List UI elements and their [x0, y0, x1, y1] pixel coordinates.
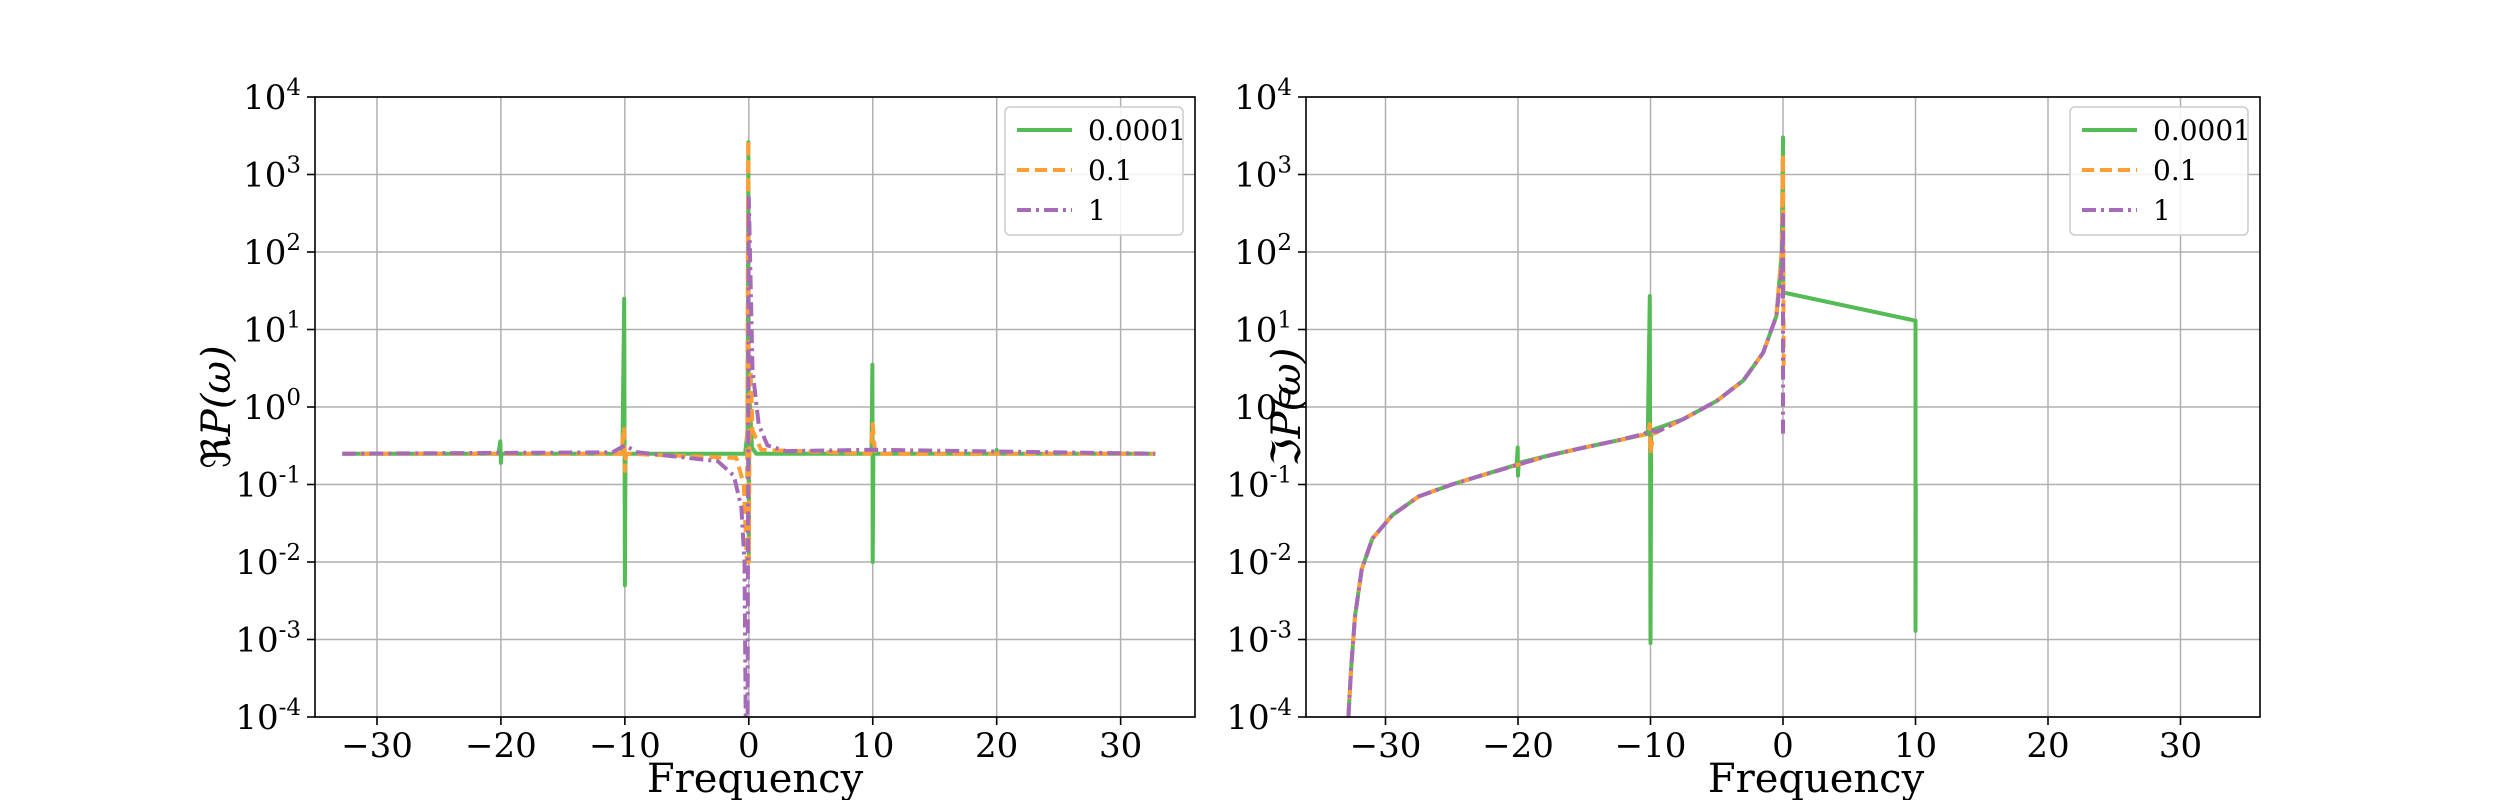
- left-y-axis-label: ℜP(ω): [194, 345, 240, 468]
- left-y-tick-label: 10-3: [235, 618, 301, 661]
- left-y-tick-label: 10-4: [235, 695, 301, 738]
- right-x-tick-label: 30: [2159, 726, 2202, 766]
- right-x-tick-label: 10: [1894, 726, 1937, 766]
- right-y-tick-label: 104: [1234, 75, 1292, 118]
- left-y-tick-label: 104: [243, 75, 301, 118]
- left-x-tick-label: 10: [851, 726, 894, 766]
- left-y-tick-label: 100: [243, 385, 301, 428]
- left-x-tick-label: 0: [738, 726, 760, 766]
- right-x-tick-label: −30: [1350, 726, 1422, 766]
- left-y-tick-label: 10-2: [235, 540, 301, 583]
- left-ticks: −30 −20 −10 0 10 20 3010-410-310-210-110010110…: [235, 75, 1142, 766]
- left-legend-label-2: 1: [1088, 194, 1106, 227]
- right-series-2-line: [1346, 213, 1785, 717]
- left-y-axis-label-text: P(ω): [194, 345, 240, 437]
- right-x-tick-label: 20: [2026, 726, 2069, 766]
- left-legend-label-0: 0.0001: [1088, 114, 1186, 147]
- left-legend: 0.0001 0.1 1: [1004, 106, 1186, 236]
- left-x-tick-label: −30: [341, 726, 413, 766]
- right-y-tick-label: 101: [1234, 308, 1292, 351]
- left-x-tick-label: −20: [465, 726, 537, 766]
- right-x-axis-label: Frequency: [1708, 756, 1925, 800]
- right-plot-area: [1346, 135, 1918, 717]
- right-legend-box: [2069, 106, 2249, 236]
- right-legend-label-2: 1: [2153, 194, 2171, 227]
- left-series-1-line: [342, 137, 1156, 564]
- left-y-tick-label: 103: [243, 153, 301, 196]
- left-y-axis-label-prefix: ℜ: [194, 436, 240, 469]
- right-chart-panel: −30 −20 −10 0 10 20 3010-410-310-210-110010110…: [1226, 75, 2261, 800]
- left-legend-label-1: 0.1: [1088, 154, 1133, 187]
- right-y-tick-label: 10-2: [1226, 540, 1292, 583]
- left-x-tick-label: 30: [1099, 726, 1142, 766]
- right-series-1-line: [1346, 152, 1786, 717]
- right-x-tick-label: −10: [1615, 726, 1687, 766]
- left-chart-panel: −30 −20 −10 0 10 20 3010-410-310-210-110010110…: [194, 75, 1196, 800]
- right-x-tick-label: 0: [1772, 726, 1794, 766]
- left-y-tick-label: 10-1: [235, 463, 301, 506]
- right-legend-label-1: 0.1: [2153, 154, 2198, 187]
- right-y-axis-label-prefix: ℑ: [1264, 438, 1310, 466]
- left-x-tick-label: −10: [589, 726, 661, 766]
- left-x-tick-label: 20: [975, 726, 1018, 766]
- right-legend-label-0: 0.0001: [2153, 114, 2251, 147]
- right-y-tick-label: 102: [1234, 230, 1292, 273]
- left-legend-box: [1004, 106, 1184, 236]
- right-y-axis-label: ℑP(ω): [1264, 348, 1310, 467]
- right-y-tick-label: 103: [1234, 153, 1292, 196]
- left-y-tick-label: 102: [243, 230, 301, 273]
- right-y-tick-label: 10-4: [1226, 695, 1292, 738]
- right-y-tick-label: 100: [1234, 385, 1292, 428]
- right-ticks: −30 −20 −10 0 10 20 3010-410-310-210-110010110…: [1226, 75, 2202, 766]
- right-y-tick-label: 10-1: [1226, 463, 1292, 506]
- left-x-axis-label: Frequency: [647, 756, 864, 800]
- right-legend: 0.0001 0.1 1: [2069, 106, 2251, 236]
- right-series-0-line: [1346, 135, 1918, 717]
- right-x-tick-label: −20: [1482, 726, 1554, 766]
- right-y-axis-label-text: P(ω): [1264, 348, 1310, 440]
- left-plot-area: [342, 137, 1156, 717]
- right-y-tick-label: 10-3: [1226, 618, 1292, 661]
- left-y-tick-label: 101: [243, 308, 301, 351]
